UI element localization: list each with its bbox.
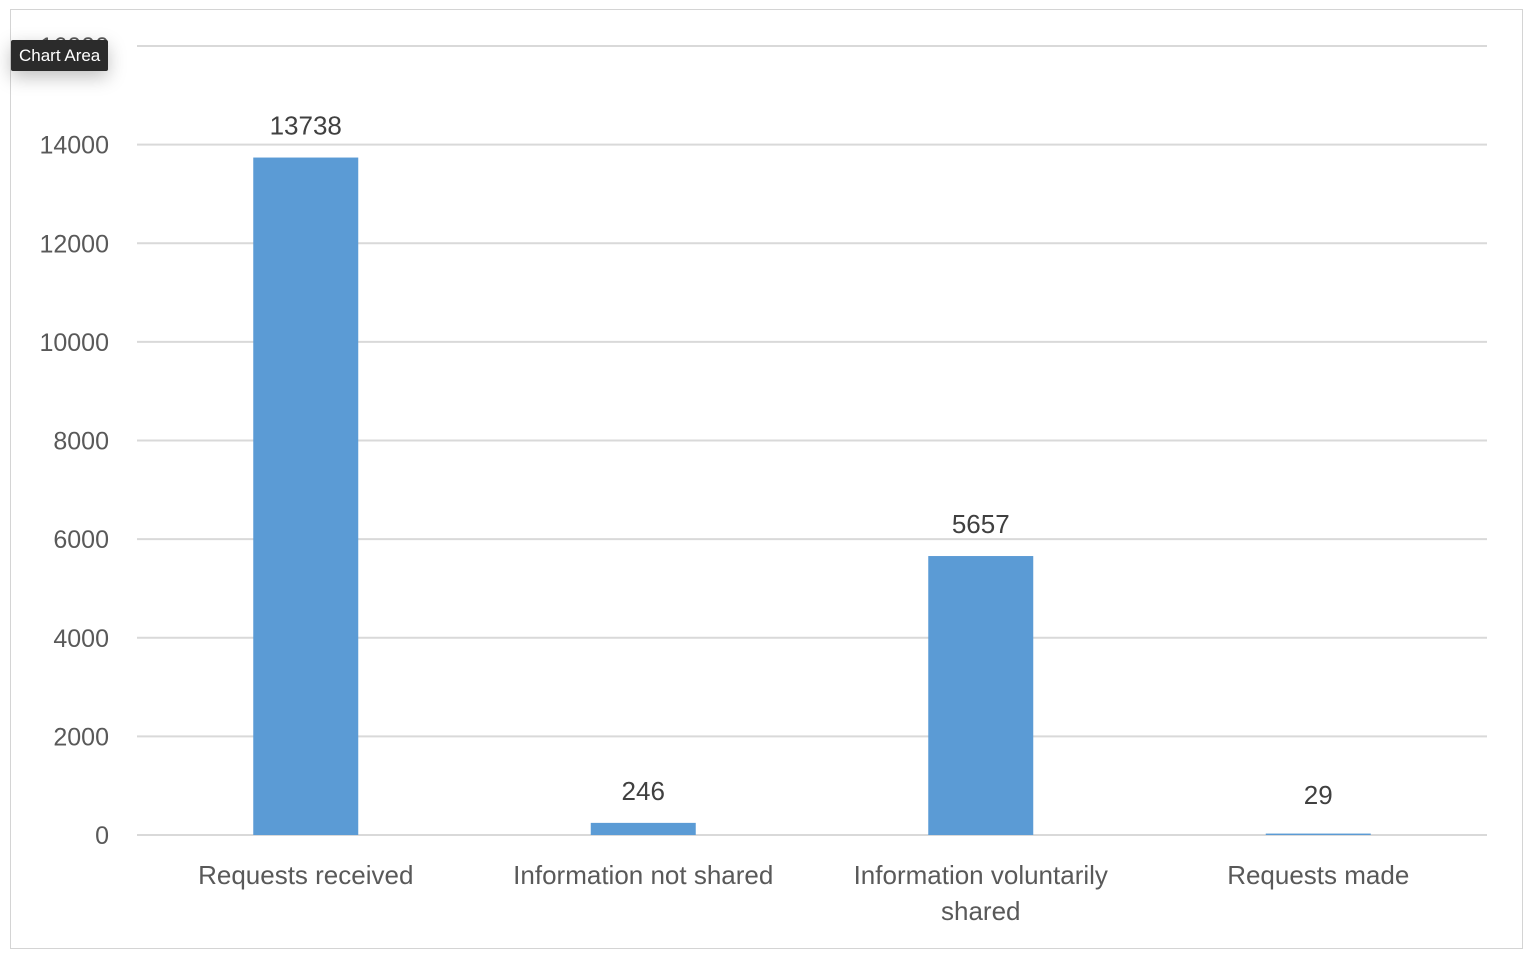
y-tick-label: 12000: [39, 230, 109, 258]
x-category-label: Information voluntarily shared: [854, 860, 1108, 926]
y-tick-label: 10000: [39, 329, 109, 357]
x-category-label: Requests made: [1227, 860, 1409, 890]
y-tick-label: 14000: [39, 132, 109, 160]
bar: [1265, 833, 1371, 835]
y-tick-label: 2000: [53, 723, 109, 751]
bar: [590, 822, 696, 835]
x-axis-category-labels: Requests received Information not shared I…: [198, 860, 1409, 926]
x-category-label: Requests received: [198, 860, 413, 890]
data-label: 246: [622, 776, 665, 806]
y-tick-label: 8000: [53, 428, 109, 456]
x-category-label: Information not shared: [513, 860, 773, 890]
bar: [253, 157, 359, 836]
y-axis-tick-labels: 0200040006000800010000120001400016000: [39, 33, 109, 850]
y-tick-label: 4000: [53, 625, 109, 653]
chart-area-tooltip: Chart Area: [11, 40, 109, 71]
y-tick-label: 6000: [53, 526, 109, 554]
data-label: 13738: [270, 111, 342, 141]
y-tick-label: 0: [95, 822, 109, 850]
data-label: 5657: [952, 509, 1010, 539]
bars: [253, 157, 1371, 836]
bar: [928, 556, 1034, 835]
data-labels: 13738 246 5657 29: [270, 111, 1333, 810]
gridlines: [137, 45, 1487, 836]
data-label: 29: [1304, 780, 1333, 810]
